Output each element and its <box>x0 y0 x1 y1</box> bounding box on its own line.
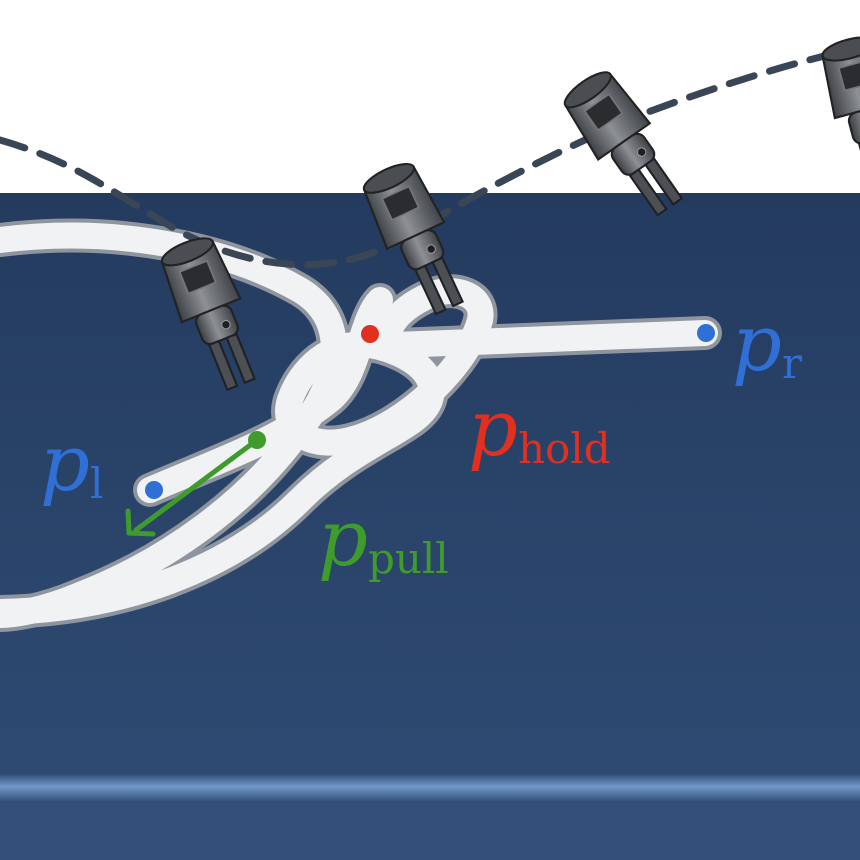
robot-gripper-icon <box>815 30 860 197</box>
point-p-hold <box>361 325 379 343</box>
label-p-hold: phold <box>468 384 611 474</box>
table-edge <box>0 773 860 803</box>
label-p-r: pr <box>732 299 803 389</box>
label-p-pull: ppull <box>318 494 449 584</box>
point-p-pull <box>248 431 266 449</box>
point-p-l <box>145 481 163 499</box>
point-p-r <box>697 324 715 342</box>
label-p-l: pl <box>40 419 103 509</box>
table-front <box>0 803 860 860</box>
arrow-down-left-icon <box>125 437 260 537</box>
